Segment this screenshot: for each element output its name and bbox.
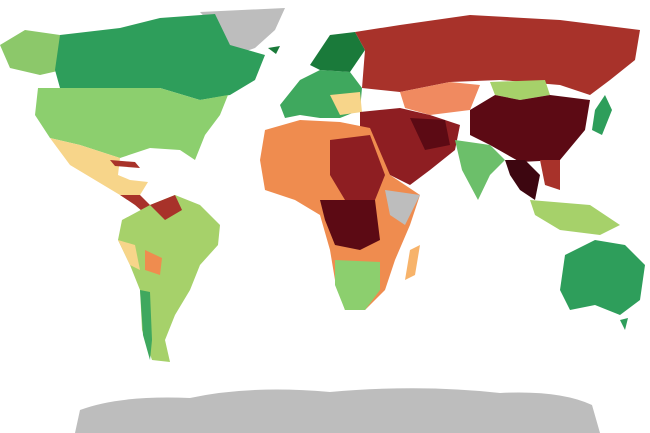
tasmania [620,318,628,330]
canada [55,14,265,100]
iceland [268,46,280,54]
india [455,140,505,200]
mexico [50,138,148,195]
japan [592,95,612,135]
caribbean [110,160,140,168]
vietnam [540,160,560,190]
alaska [0,30,62,75]
greenland [200,8,285,55]
chile [140,290,152,360]
central-asia [400,82,480,115]
venezuela [150,195,182,220]
iran [410,118,450,150]
southern-africa [335,260,380,310]
mongolia [490,80,550,100]
scandinavia [310,32,365,72]
somalia [385,190,420,225]
antarctica [75,388,600,433]
russia [355,15,640,95]
myanmar [505,160,540,200]
north-east-africa [330,135,385,200]
madagascar [405,245,420,280]
australia [560,240,645,315]
usa [35,88,228,160]
balkans [330,92,362,115]
indonesia [530,200,620,235]
bolivia [145,250,162,275]
central-africa [320,200,380,250]
peru [118,240,140,270]
china [470,95,590,162]
